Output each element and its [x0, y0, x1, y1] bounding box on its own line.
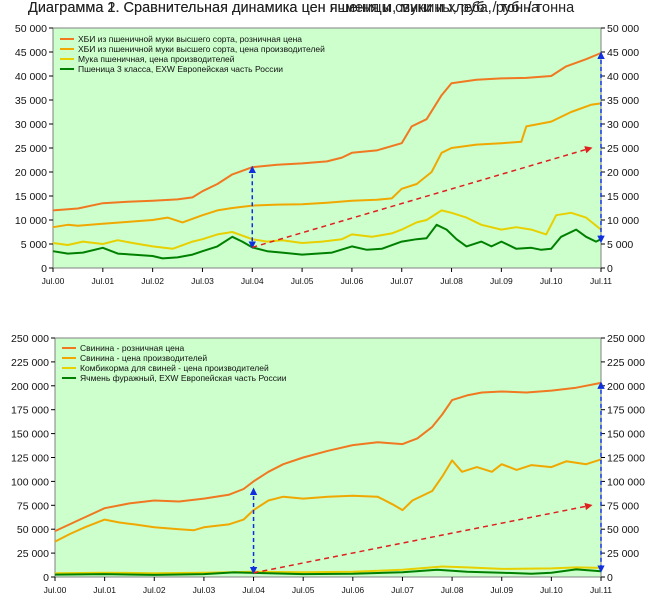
- chart2-y-tick-label-left: 150 000: [11, 429, 49, 441]
- chart1-x-tick-label: Jul.11: [590, 276, 612, 286]
- chart2-y-tick-label-right: 175 000: [607, 405, 645, 417]
- chart1-y-tick-label-left: 10 000: [15, 215, 47, 227]
- chart1-y-tick-label-right: 10 000: [607, 215, 639, 227]
- chart1-x-tick-label: Jul.05: [291, 276, 314, 286]
- chart1-x-tick-label: Jul.10: [540, 276, 563, 286]
- chart2-series-line-2: [54, 458, 602, 543]
- chart1-y-tick-label-left: 50 000: [15, 23, 47, 35]
- chart1-y-tick-label-left: 45 000: [15, 47, 47, 59]
- chart2-y-tick-label-left: 50 000: [17, 524, 49, 536]
- chart2-red-trend-arrow: [253, 502, 593, 574]
- chart2-x-tick-label: Jul.01: [93, 585, 116, 595]
- chart1-title: Диаграмма 1. Сравнительная динамика цен …: [28, 0, 575, 16]
- chart2-x-tick-label: Jul.03: [193, 585, 216, 595]
- chart2-legend-label-3: Комбикорма для свиней - цена производите…: [80, 363, 269, 373]
- chart1-x-tick-label: Jul.07: [390, 276, 413, 286]
- chart2-series-line-3: [54, 565, 602, 575]
- chart1-legend-label-3: Мука пшеничная, цена производителей: [78, 54, 235, 64]
- chart1-svg: 0 0 5 000 5 000 10 000 10 000 15 000 15 000 20 0…: [15, 23, 639, 286]
- chart1-y-tick-label-left: 25 000: [15, 143, 47, 155]
- chart1-y-tick-label-right: 35 000: [607, 95, 639, 107]
- chart2-x-tick-label: Jul.07: [391, 585, 414, 595]
- chart1-series-line-2: [52, 102, 602, 229]
- chart1-y-tick-label-right: 25 000: [607, 143, 639, 155]
- chart2-x-tick-label: Jul.06: [341, 585, 364, 595]
- chart1-y-tick-label-right: 50 000: [607, 23, 639, 35]
- chart1-x-tick-label: Jul.08: [440, 276, 463, 286]
- chart1-series-line-4: [52, 223, 602, 260]
- chart1-y-tick-label-right: 5 000: [607, 239, 633, 251]
- chart1-y-tick-label-right: 40 000: [607, 71, 639, 83]
- chart1-legend-label-2: ХБИ из пшеничной муки высшего сорта, цен…: [78, 44, 325, 54]
- chart1-x-tick-label: Jul.06: [341, 276, 364, 286]
- chart2-y-tick-label-right: 200 000: [607, 381, 645, 393]
- chart1-y-tick-label-right: 15 000: [607, 191, 639, 203]
- chart2-y-tick-label-right: 75 000: [607, 500, 639, 512]
- chart2-legend-label-2: Свинина - цена производителей: [80, 353, 207, 363]
- chart1-series-line-1: [52, 52, 602, 212]
- chart1-y-tick-label-left: 40 000: [15, 71, 47, 83]
- chart1-y-tick-label-left: 5 000: [21, 239, 47, 251]
- chart2-legend-label-4: Ячмень фуражный, EXW Европейская часть Р…: [80, 373, 287, 383]
- chart1-y-tick-label-right: 30 000: [607, 119, 639, 131]
- chart2-y-tick-label-left: 125 000: [11, 453, 49, 465]
- chart1-x-tick-label: Jul.09: [490, 276, 513, 286]
- chart2-x-tick-label: Jul.00: [44, 585, 67, 595]
- chart1-x-tick-label: Jul.02: [141, 276, 164, 286]
- chart2-y-tick-label-left: 0: [43, 572, 49, 584]
- chart1-x-tick-label: Jul.03: [191, 276, 214, 286]
- chart2-series-line-4: [54, 568, 602, 576]
- chart2-y-tick-label-right: 150 000: [607, 429, 645, 441]
- chart1-y-tick-label-right: 0: [607, 263, 613, 275]
- chart1-y-tick-label-left: 0: [41, 263, 47, 275]
- chart2-title: Диаграмма 2. Сравнительная динамика цен …: [28, 0, 540, 16]
- chart2-y-tick-label-right: 100 000: [607, 476, 645, 488]
- chart1-y-tick-label-left: 15 000: [15, 191, 47, 203]
- chart2-x-tick-label: Jul.08: [441, 585, 464, 595]
- chart2-y-tick-label-right: 125 000: [607, 453, 645, 465]
- chart2-y-tick-label-left: 225 000: [11, 357, 49, 369]
- chart2-x-tick-label: Jul.02: [143, 585, 166, 595]
- chart2-y-tick-label-right: 225 000: [607, 357, 645, 369]
- chart2-x-tick-label: Jul.11: [590, 585, 612, 595]
- chart1-y-tick-label-right: 20 000: [607, 167, 639, 179]
- chart2-y-tick-label-right: 50 000: [607, 524, 639, 536]
- chart2-y-tick-label-right: 250 000: [607, 333, 645, 345]
- chart1-legend-label-1: ХБИ из пшеничной муки высшего сорта, роз…: [78, 34, 302, 44]
- chart2-y-tick-label-left: 100 000: [11, 476, 49, 488]
- chart1-x-tick-label: Jul.01: [91, 276, 114, 286]
- chart2-y-tick-label-right: 0: [607, 572, 613, 584]
- chart2-y-tick-label-left: 25 000: [17, 548, 49, 560]
- chart1-red-trend-arrow: [252, 146, 593, 249]
- chart1-y-tick-label-right: 45 000: [607, 47, 639, 59]
- chart2-x-tick-label: Jul.04: [242, 585, 265, 595]
- chart1-y-tick-label-left: 35 000: [15, 95, 47, 107]
- chart2-legend-label-1: Свинина - розничная цена: [80, 343, 185, 353]
- chart2-plot-area: [54, 337, 602, 578]
- chart2-y-tick-label-left: 200 000: [11, 381, 49, 393]
- chart2-x-tick-label: Jul.05: [292, 585, 315, 595]
- chart1-y-tick-label-left: 20 000: [15, 167, 47, 179]
- chart2-y-tick-label-left: 175 000: [11, 405, 49, 417]
- chart2-x-tick-label: Jul.10: [540, 585, 563, 595]
- chart2-y-tick-label-left: 75 000: [17, 500, 49, 512]
- chart1-series-line-3: [52, 209, 602, 250]
- chart2-y-tick-label-right: 25 000: [607, 548, 639, 560]
- chart2-series-line-1: [54, 381, 602, 533]
- chart1-x-tick-label: Jul.00: [42, 276, 65, 286]
- chart2-x-tick-label: Jul.09: [490, 585, 513, 595]
- chart1-y-tick-label-left: 30 000: [15, 119, 47, 131]
- chart1-legend-label-4: Пшеница 3 класса, EXW Европейская часть …: [78, 64, 283, 74]
- chart1-x-tick-label: Jul.04: [241, 276, 264, 286]
- chart2-y-tick-label-left: 250 000: [11, 333, 49, 345]
